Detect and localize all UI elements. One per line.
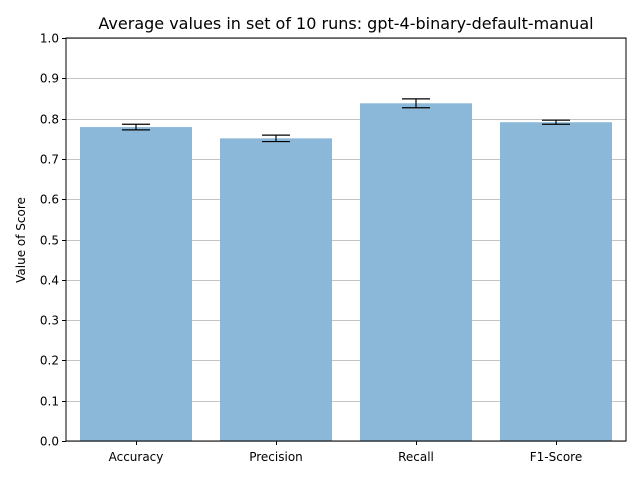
y-axis-ticks: 0.0 0.1 0.2 0.3 0.4 0.5 0.6 0.7 0.8 0.9 1.0 [40,32,66,449]
bars [80,103,612,442]
error-bars [122,98,570,143]
y-tick-label: 0.5 [40,234,59,248]
chart-title: Average values in set of 10 runs: gpt-4-… [98,14,593,33]
y-tick-label: 0.1 [40,395,59,409]
y-tick-label: 0.6 [40,193,59,207]
bar [500,122,612,442]
x-tick-label: F1-Score [530,450,582,464]
y-tick-label: 0.7 [40,153,59,167]
x-axis-ticks: Accuracy Precision Recall F1-Score [109,441,582,464]
x-tick-label: Precision [249,450,303,464]
y-axis-label: Value of Score [14,197,28,283]
bar [360,103,472,441]
y-tick-label: 0.2 [40,354,59,368]
y-tick-label: 0.3 [40,314,59,328]
y-tick-label: 0.4 [40,274,59,288]
x-tick-label: Recall [398,450,434,464]
x-tick-label: Accuracy [109,450,164,464]
y-tick-label: 0.0 [40,435,59,449]
y-tick-label: 1.0 [40,32,59,46]
bar [220,138,332,442]
y-tick-label: 0.9 [40,72,59,86]
bar [80,127,192,442]
y-tick-label: 0.8 [40,113,59,127]
plot-frame [65,37,627,442]
